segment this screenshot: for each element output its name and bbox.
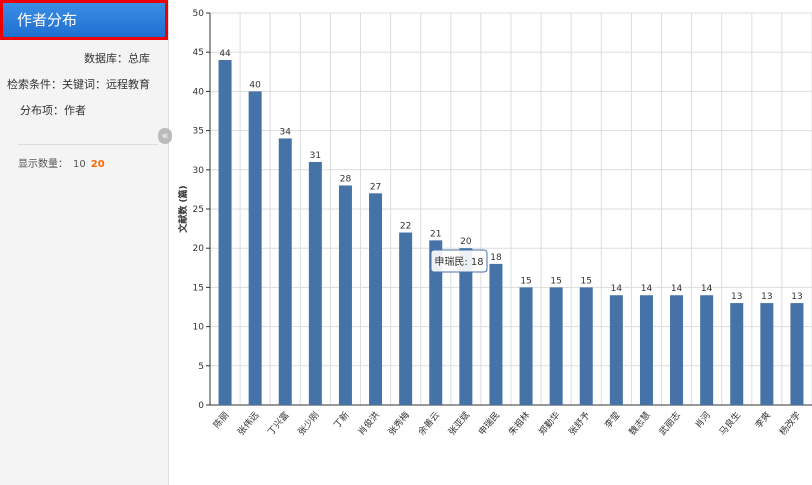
bar xyxy=(760,303,774,405)
y-tick-label: 5 xyxy=(198,362,204,372)
x-tick-label: 杨改学 xyxy=(777,409,804,437)
collapse-button[interactable]: « xyxy=(158,128,172,144)
data-label: 14 xyxy=(641,284,653,294)
data-label: 14 xyxy=(671,284,683,294)
sidebar-title: 作者分布 xyxy=(0,0,168,40)
x-tick-label: 余善云 xyxy=(415,409,442,437)
tooltip-text: 申瑞民: 18 xyxy=(434,255,483,268)
info-label: 数据库： xyxy=(84,52,128,65)
bar xyxy=(609,295,623,405)
data-label: 13 xyxy=(791,292,802,302)
bar xyxy=(519,287,533,405)
x-tick-label: 肖河 xyxy=(692,409,713,431)
tooltip-box xyxy=(430,249,488,273)
bar xyxy=(579,287,593,405)
bar xyxy=(670,295,684,405)
count-row: 显示数量： 10 20 xyxy=(18,144,158,170)
info-row: 检索条件：关键词：远程教育 xyxy=(0,76,150,92)
x-tick-label: 丁新 xyxy=(331,409,352,431)
data-label: 31 xyxy=(310,151,321,161)
data-label: 15 xyxy=(520,276,531,286)
bar xyxy=(489,263,503,405)
data-label: 22 xyxy=(400,222,411,232)
info-value: 关键词：远程教育 xyxy=(62,78,150,91)
x-tick-label: 武丽志 xyxy=(656,409,683,437)
bar xyxy=(700,295,714,405)
count-label: 显示数量： xyxy=(18,159,68,170)
data-label: 18 xyxy=(490,253,502,263)
bar xyxy=(790,303,804,405)
x-tick-label: 魏志慧 xyxy=(626,409,653,437)
y-tick-label: 50 xyxy=(193,9,205,19)
x-tick-label: 马良生 xyxy=(716,409,743,437)
bar xyxy=(399,232,413,405)
data-label: 13 xyxy=(761,292,772,302)
x-tick-label: 朱祖林 xyxy=(506,409,533,437)
data-label: 40 xyxy=(249,80,261,90)
sidebar: 作者分布 数据库：总库 检索条件：关键词：远程教育 分布项：作者 显示数量： 10… xyxy=(0,0,169,485)
bar xyxy=(308,161,322,405)
y-axis-label: 文献数 (篇) xyxy=(177,185,189,233)
info-label: 分布项： xyxy=(20,104,64,117)
count-option[interactable]: 20 xyxy=(90,159,105,170)
data-label: 28 xyxy=(340,174,352,184)
bar xyxy=(248,91,262,406)
info-row: 数据库：总库 xyxy=(0,50,150,66)
data-label: 44 xyxy=(219,49,231,59)
bar xyxy=(549,287,563,405)
x-tick-label: 张少刚 xyxy=(296,410,322,438)
data-label: 20 xyxy=(460,237,472,247)
bar xyxy=(639,295,653,405)
y-tick-label: 40 xyxy=(193,87,205,97)
info-label: 检索条件： xyxy=(7,78,62,91)
data-label: 13 xyxy=(731,292,742,302)
tooltip: 申瑞民: 18 xyxy=(430,249,488,273)
x-tick-label: 张亚斌 xyxy=(446,409,473,437)
data-label: 14 xyxy=(701,284,713,294)
y-tick-label: 35 xyxy=(193,127,204,137)
y-tick-label: 10 xyxy=(193,323,205,333)
bar xyxy=(730,303,744,405)
x-tick-label: 郑勤华 xyxy=(536,409,563,437)
y-tick-label: 45 xyxy=(193,48,204,58)
bar xyxy=(459,248,473,405)
y-tick-label: 30 xyxy=(193,166,205,176)
count-option[interactable]: 10 xyxy=(73,159,86,170)
info-value: 总库 xyxy=(128,52,150,65)
data-label: 27 xyxy=(370,182,381,192)
bar xyxy=(278,138,292,405)
x-tick-label: 李莹 xyxy=(602,409,623,431)
data-label: 15 xyxy=(550,276,561,286)
bar xyxy=(218,60,232,405)
x-tick-label: 肖俊洪 xyxy=(355,409,382,437)
data-label: 34 xyxy=(280,127,292,137)
data-label: 21 xyxy=(430,229,441,239)
info-value: 作者 xyxy=(64,104,86,117)
x-tick-label: 张舒予 xyxy=(566,409,593,437)
y-tick-label: 20 xyxy=(193,244,205,254)
y-tick-label: 25 xyxy=(193,205,204,215)
x-tick-label: 丁兴富 xyxy=(265,409,292,437)
y-tick-label: 0 xyxy=(198,401,204,411)
info-row: 分布项：作者 xyxy=(0,102,86,118)
x-tick-label: 张秀梅 xyxy=(385,409,412,437)
x-tick-label: 张伟远 xyxy=(235,409,262,437)
x-tick-label: 陈丽 xyxy=(211,409,232,431)
x-tick-label: 李爽 xyxy=(752,409,773,431)
x-tick-label: 申瑞民 xyxy=(476,409,503,437)
bar xyxy=(338,185,352,405)
y-tick-label: 15 xyxy=(193,283,204,293)
data-label: 14 xyxy=(611,284,623,294)
bar xyxy=(369,193,383,405)
data-label: 15 xyxy=(581,276,592,286)
bar xyxy=(429,240,443,405)
